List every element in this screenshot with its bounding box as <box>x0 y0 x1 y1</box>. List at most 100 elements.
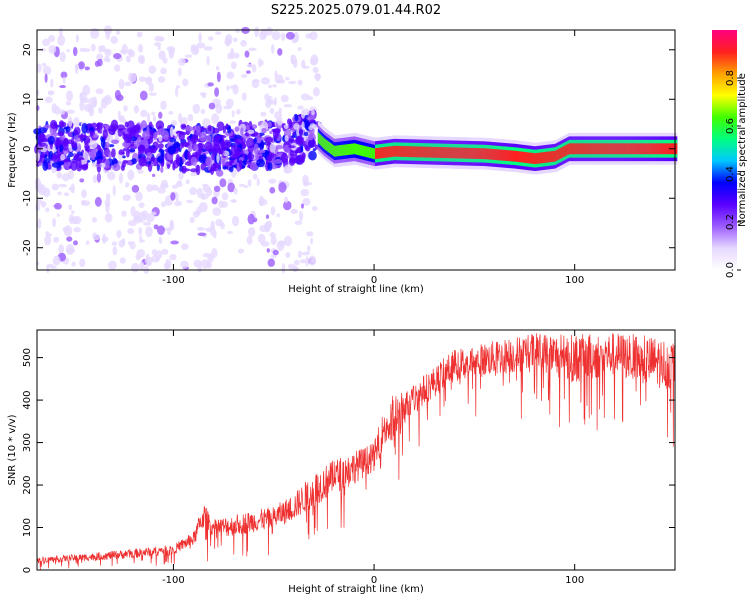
spectrogram-cell <box>101 236 109 242</box>
spectrogram-cell <box>308 125 313 131</box>
spectrogram-cell <box>205 156 213 167</box>
spectrogram-cell <box>34 177 41 188</box>
spectrogram-cell <box>70 160 78 171</box>
spectrogram-cell <box>212 127 220 134</box>
spectrogram-cell <box>266 155 273 162</box>
spectrogram-cell <box>65 244 75 255</box>
spectrogram-cell <box>137 169 144 174</box>
spectrogram-cell <box>178 57 186 66</box>
spectrogram-cell <box>284 235 292 247</box>
spectrogram-cell <box>80 199 87 206</box>
spectrogram-cell <box>180 260 189 269</box>
spectrogram-cell <box>314 144 319 150</box>
spectrogram-cell <box>94 60 100 67</box>
spectrogram-cell <box>179 131 188 136</box>
spectrogram-cell <box>159 183 169 189</box>
spectrogram-cell <box>289 119 293 131</box>
spectrogram-cell <box>35 202 41 212</box>
spectrogram-cell <box>54 202 62 210</box>
spectrogram-cell <box>267 100 277 105</box>
spectrogram-cell <box>192 151 201 158</box>
spectrogram-cell <box>256 158 265 168</box>
spectrogram-cell <box>308 150 317 161</box>
spectrogram-cell <box>238 183 245 187</box>
spectrogram-cell <box>42 65 52 76</box>
spectrogram-cell <box>131 262 140 273</box>
spectrogram-cell <box>37 218 42 229</box>
spectrogram-cell <box>214 135 222 141</box>
spectrogram-cell <box>297 79 303 86</box>
spectrogram-cell <box>240 39 248 47</box>
spectrogram-cell <box>192 103 201 114</box>
spectrogram-cell <box>62 226 70 232</box>
spectrogram-cell <box>312 148 317 152</box>
spectrogram-cell <box>225 130 234 137</box>
spectrogram-cell <box>255 151 260 163</box>
spectrogram-cell <box>92 174 98 184</box>
spectrogram-cell <box>278 182 287 193</box>
spectrogram-cell <box>274 70 278 78</box>
spectrogram-cell <box>213 185 221 193</box>
spectrogram-cell <box>112 246 118 256</box>
spectrogram-cell <box>238 159 243 169</box>
spectrogram-cell <box>150 211 157 216</box>
spectrogram-cell <box>235 109 241 115</box>
spectrogram-cell <box>152 115 157 122</box>
spectrogram-cell <box>268 178 277 184</box>
spectrogram-cell <box>297 250 303 259</box>
spectrogram-cell <box>233 187 238 195</box>
spectrogram-cell <box>168 47 176 56</box>
spectrogram-cell <box>284 76 290 81</box>
colorbar-gradient <box>712 30 737 270</box>
spectrogram-cell <box>111 148 116 158</box>
spectrogram-cell <box>294 114 299 122</box>
spectrogram-cell <box>91 122 97 129</box>
spectrogram-cell <box>131 136 138 142</box>
spectrogram-cell <box>270 254 277 259</box>
spectrogram-cell <box>233 52 240 59</box>
spectrogram-cell <box>73 117 80 128</box>
spectrogram-cell <box>178 171 184 180</box>
spectrogram-cell <box>145 76 153 86</box>
spectrogram-cell <box>202 253 211 258</box>
spectrogram-cell <box>258 132 265 136</box>
colorbar-tick-label: 0.6 <box>725 118 736 134</box>
spectrogram-cell <box>280 32 286 41</box>
spectrogram-cell <box>161 248 169 255</box>
spectrogram-cell <box>44 235 52 246</box>
spectrogram-cell <box>260 77 270 85</box>
spectrogram-cell <box>172 184 178 189</box>
spectrogram-cell <box>178 113 183 124</box>
spectrogram-cell <box>68 204 73 211</box>
spectrogram-cell <box>111 139 120 145</box>
spectrogram-cell <box>92 96 98 108</box>
spectrogram-cell <box>219 178 227 188</box>
spectrogram-cell <box>234 138 243 145</box>
spectrogram-cell <box>41 138 50 143</box>
spectrogram-cell <box>221 201 228 208</box>
spectrogram-cell <box>114 130 119 141</box>
spectrogram-cell <box>233 37 238 43</box>
spectrogram-cell <box>88 107 95 117</box>
spectrogram-cell <box>271 128 277 132</box>
spectrogram-cell <box>138 157 148 167</box>
spectrogram-cell <box>155 255 160 262</box>
spectrogram-cell <box>203 46 213 51</box>
spectrogram-cell <box>157 186 166 194</box>
spectrogram-cell <box>298 128 303 136</box>
spectrogram-cell <box>125 55 131 63</box>
spectrogram-cell <box>309 119 316 124</box>
spectrogram-cell <box>227 126 232 134</box>
snr-panel: -100 0 100 0 100 200 300 400 500 Height of stra… <box>7 329 676 595</box>
spectrogram-cell <box>277 79 286 84</box>
spectrogram-cell <box>138 226 143 236</box>
spectrogram-cell <box>269 130 273 135</box>
spectrogram-cell <box>187 113 194 122</box>
spectrogram-cell <box>117 110 121 119</box>
snr-y-tick-label: 200 <box>22 475 33 494</box>
spectrogram-cell <box>70 216 80 225</box>
spectrogram-cell <box>229 48 235 59</box>
spectrogram-cell <box>124 181 130 188</box>
spectrogram-y-tick-label: -20 <box>22 240 33 256</box>
spectrogram-cell <box>157 45 161 51</box>
